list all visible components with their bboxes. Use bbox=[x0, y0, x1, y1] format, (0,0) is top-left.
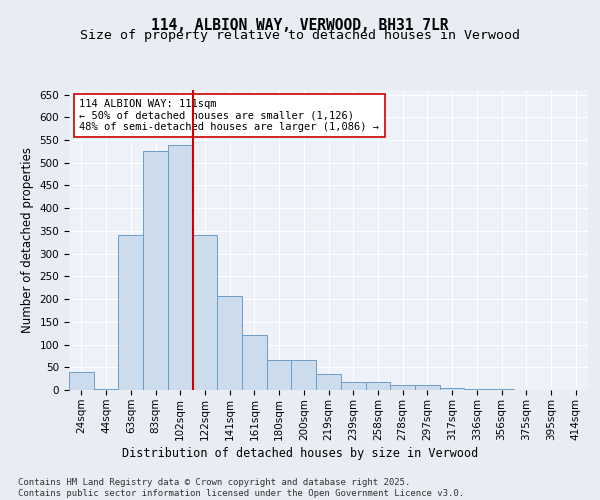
Text: 114 ALBION WAY: 111sqm
← 50% of detached houses are smaller (1,126)
48% of semi-: 114 ALBION WAY: 111sqm ← 50% of detached… bbox=[79, 99, 379, 132]
Bar bbox=[390, 384, 415, 390]
Text: 114, ALBION WAY, VERWOOD, BH31 7LR: 114, ALBION WAY, VERWOOD, BH31 7LR bbox=[151, 18, 449, 32]
Bar bbox=[440, 388, 464, 390]
Bar bbox=[341, 382, 365, 390]
Y-axis label: Number of detached properties: Number of detached properties bbox=[21, 147, 34, 333]
Text: Distribution of detached houses by size in Verwood: Distribution of detached houses by size … bbox=[122, 448, 478, 460]
Bar bbox=[365, 382, 390, 390]
Bar bbox=[94, 389, 118, 390]
Bar bbox=[267, 360, 292, 390]
Bar bbox=[217, 296, 242, 390]
Bar bbox=[292, 360, 316, 390]
Text: Contains HM Land Registry data © Crown copyright and database right 2025.
Contai: Contains HM Land Registry data © Crown c… bbox=[18, 478, 464, 498]
Bar bbox=[69, 372, 94, 390]
Bar bbox=[464, 389, 489, 390]
Bar bbox=[242, 336, 267, 390]
Bar bbox=[143, 152, 168, 390]
Bar bbox=[316, 374, 341, 390]
Bar bbox=[118, 236, 143, 390]
Bar bbox=[168, 144, 193, 390]
Bar bbox=[415, 384, 440, 390]
Bar bbox=[489, 389, 514, 390]
Bar bbox=[193, 236, 217, 390]
Text: Size of property relative to detached houses in Verwood: Size of property relative to detached ho… bbox=[80, 29, 520, 42]
